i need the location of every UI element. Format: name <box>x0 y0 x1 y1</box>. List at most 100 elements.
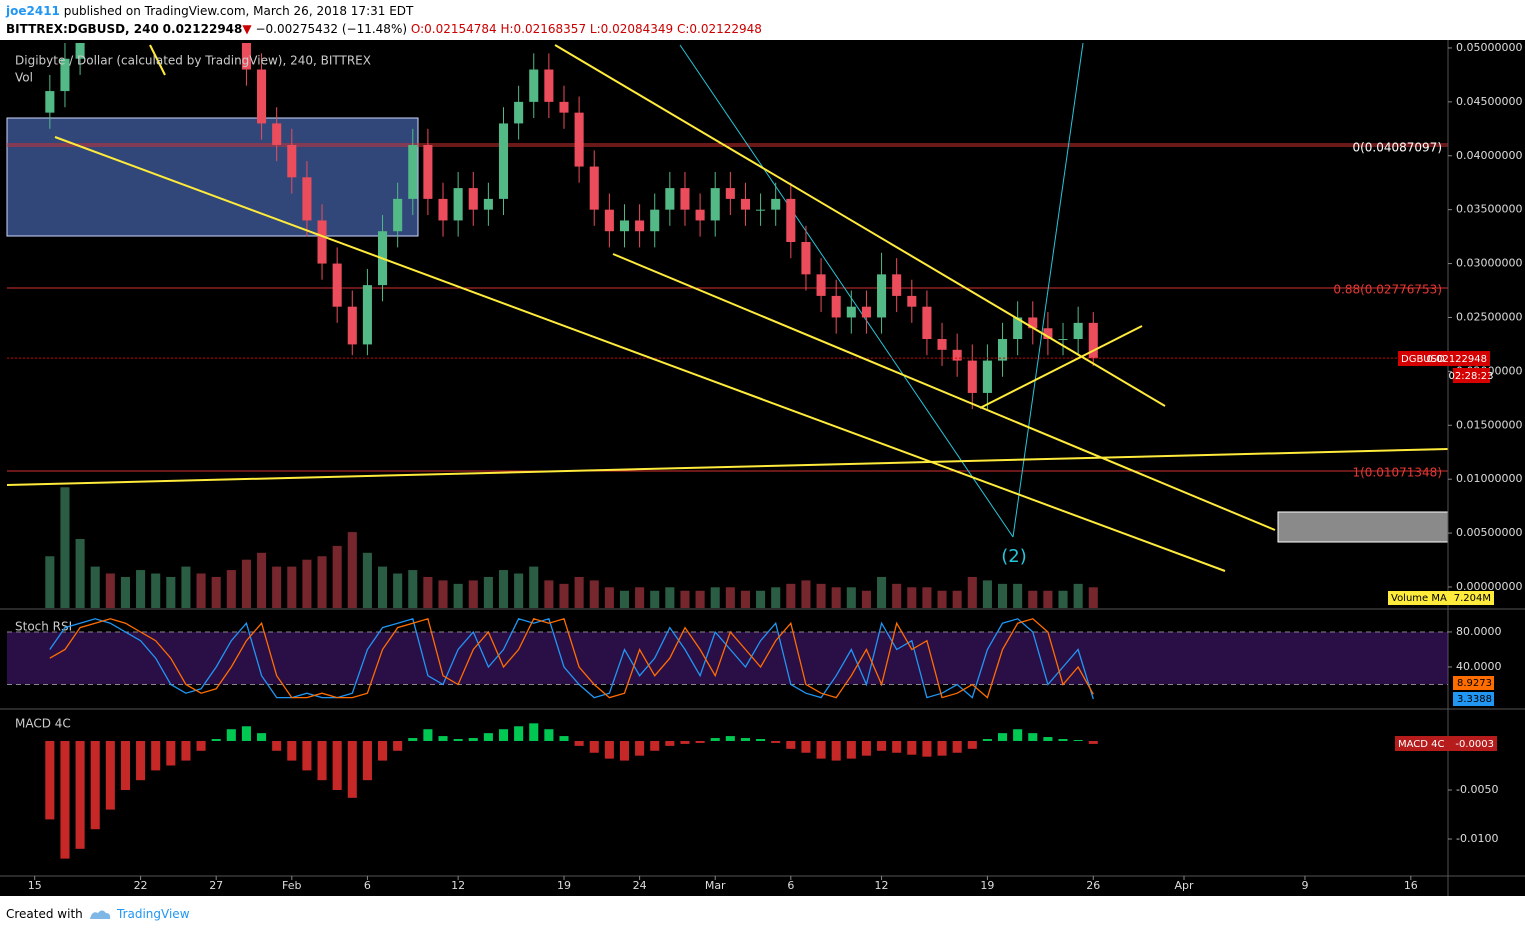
volume-bar <box>257 552 267 608</box>
header: joe2411 published on TradingView.com, Ma… <box>0 0 1525 40</box>
volume-bar <box>544 580 554 608</box>
volume-bar <box>861 590 871 608</box>
y-tick-label: 0.04500000 <box>1456 95 1522 108</box>
volume-bar <box>105 573 115 608</box>
candle-body <box>257 69 267 124</box>
candle-body <box>45 91 55 113</box>
trend-lines <box>6 44 1449 572</box>
volume-bar <box>438 580 448 608</box>
x-tick-label: Apr <box>1174 879 1194 892</box>
brand[interactable]: TradingView <box>117 907 190 921</box>
fib-label: 0(0.04087097) <box>1352 141 1442 155</box>
macd-badge-value: -0.0003 <box>1455 739 1494 750</box>
wave-line <box>679 44 1014 538</box>
volume-bar <box>272 566 282 608</box>
volume-bar <box>1013 583 1023 608</box>
down-arrow: ▼ <box>242 22 252 36</box>
volume-bar <box>166 576 176 608</box>
volume-bar <box>1028 590 1038 608</box>
macd-bar <box>90 740 100 830</box>
y-tick-label: -0.0050 <box>1456 783 1498 796</box>
macd-bar <box>347 740 357 798</box>
candle-body <box>695 209 705 221</box>
candle-body <box>241 43 251 70</box>
macd-bar <box>1073 740 1083 741</box>
author[interactable]: joe2411 <box>6 4 60 18</box>
volume-bar <box>226 570 236 608</box>
candle-body <box>710 188 720 221</box>
candle-body <box>907 295 917 307</box>
volume-bar <box>952 590 962 608</box>
y-tick-label: 0.00500000 <box>1456 526 1522 539</box>
y-tick-label: 0.00000000 <box>1456 580 1522 593</box>
x-tick-label: 12 <box>875 879 889 892</box>
volume-bar <box>45 556 55 608</box>
candle-body <box>982 360 992 393</box>
stoch-k-line <box>49 617 1094 700</box>
volume-bar <box>302 559 312 608</box>
volume-bar <box>635 587 645 608</box>
candle-body <box>725 188 735 199</box>
candle-body <box>362 285 372 345</box>
macd-bar <box>181 740 191 761</box>
volume-ma-value: 7.204M <box>1454 593 1491 604</box>
macd-bar <box>362 740 372 781</box>
macd-bar <box>801 740 811 753</box>
candle-body <box>892 274 902 296</box>
volume-bar <box>332 545 342 608</box>
x-tick-label: 6 <box>364 879 371 892</box>
change: −0.00275432 (−11.48%) <box>255 22 408 36</box>
candle-body <box>1043 328 1053 340</box>
volume-bar <box>423 576 433 608</box>
macd-bar <box>816 740 826 759</box>
candle-body <box>1013 317 1023 340</box>
grey-box <box>1277 511 1449 543</box>
x-tick-label: 12 <box>451 879 465 892</box>
separators <box>0 40 1525 896</box>
publish-line: joe2411 published on TradingView.com, Ma… <box>6 4 413 18</box>
volume-bar <box>982 580 992 608</box>
macd-bar <box>922 740 932 757</box>
y-tick-label: 40.0000 <box>1456 660 1502 673</box>
wave-label: (2) <box>1001 546 1027 567</box>
macd-bar <box>740 738 750 741</box>
y-tick-label: -0.0100 <box>1456 832 1498 845</box>
macd-bar <box>483 733 493 741</box>
macd-bar <box>196 740 206 751</box>
volume-bar <box>90 566 100 608</box>
macd-bar <box>771 740 781 743</box>
x-tick-label: 19 <box>980 879 994 892</box>
macd-bar <box>589 740 599 753</box>
volume-bar <box>695 590 705 608</box>
x-tick-label: 19 <box>557 879 571 892</box>
macd-bar <box>1058 739 1068 741</box>
volume-bar <box>75 539 85 608</box>
candle-body <box>332 263 342 307</box>
macd-bar <box>287 740 297 761</box>
blue-box <box>6 117 419 237</box>
macd-bar <box>438 736 448 741</box>
candle-body <box>544 69 554 102</box>
macd-badge <box>1395 736 1497 751</box>
volume-bar <box>559 583 569 608</box>
macd-bar <box>710 738 720 741</box>
macd-bar <box>272 740 282 751</box>
last: 0.02122948 <box>162 22 243 36</box>
brand-logo <box>90 910 111 919</box>
candle-body <box>665 188 675 210</box>
volume-bar <box>967 576 977 608</box>
volume-bar <box>453 583 463 608</box>
macd-bar <box>60 740 70 859</box>
macd-bar <box>559 736 569 741</box>
trend-line <box>6 448 1449 486</box>
x-tick-label: Mar <box>705 879 726 892</box>
stoch-title: Stoch RSI <box>15 620 72 634</box>
macd-bar <box>423 729 433 741</box>
volume-bar <box>907 587 917 608</box>
volume-bar <box>801 580 811 608</box>
candle-body <box>1073 322 1083 340</box>
macd-bar <box>604 740 614 759</box>
volume-bar <box>1058 590 1068 608</box>
x-tick-label: 9 <box>1301 879 1308 892</box>
